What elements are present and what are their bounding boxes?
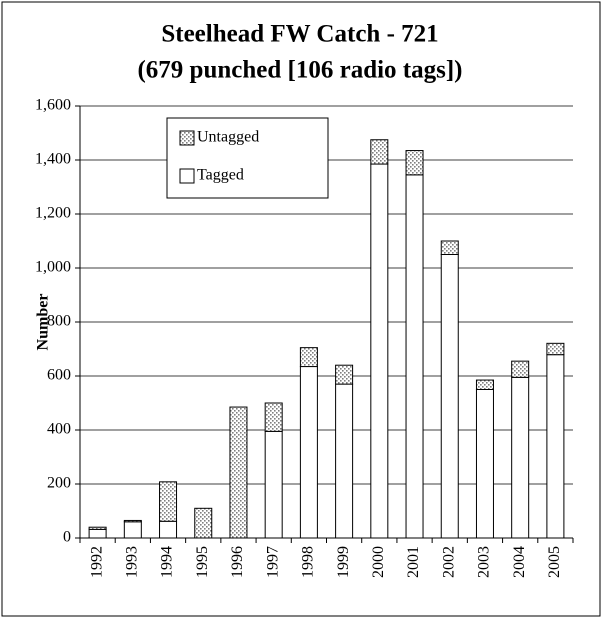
bar-segment <box>370 139 389 165</box>
y-axis-label: Number <box>35 294 52 351</box>
x-tick-label: 2003 <box>476 546 493 578</box>
bar-segment <box>475 389 494 539</box>
bar-segment <box>123 521 142 539</box>
legend-label: Tagged <box>197 167 244 184</box>
y-tick-label: 600 <box>47 367 71 384</box>
x-tick-label: 1993 <box>123 546 140 578</box>
bar-segment <box>88 526 107 530</box>
y-tick-label: 1,600 <box>35 97 71 114</box>
bar-segment <box>405 174 424 539</box>
legend-swatch <box>179 168 195 184</box>
y-tick-label: 1,200 <box>35 205 71 222</box>
bar-segment <box>264 430 283 539</box>
chart-subtitle: (679 punched [106 radio tags]) <box>137 57 462 84</box>
bar-segment <box>335 383 354 539</box>
y-tick-label: 1,400 <box>35 151 71 168</box>
bar-segment <box>546 354 565 539</box>
y-tick-label: 400 <box>47 421 71 438</box>
x-tick-label: 1998 <box>300 546 317 578</box>
x-tick-label: 2001 <box>405 546 422 578</box>
bar-segment <box>299 366 318 539</box>
bar-segment <box>264 402 283 432</box>
x-tick-label: 1992 <box>88 546 105 578</box>
bar-segment <box>194 507 213 539</box>
y-tick-label: 0 <box>63 529 71 546</box>
bar-segment <box>229 406 248 539</box>
legend-swatch <box>179 130 195 146</box>
x-tick-label: 1999 <box>335 546 352 578</box>
x-tick-label: 1996 <box>229 546 246 578</box>
x-tick-label: 2002 <box>440 546 457 578</box>
bar-segment <box>159 481 178 522</box>
bar-segment <box>299 347 318 368</box>
x-tick-label: 1995 <box>194 546 211 578</box>
x-tick-label: 1994 <box>159 546 176 578</box>
x-tick-label: 2004 <box>511 546 528 578</box>
bar-segment <box>475 379 494 390</box>
bar-segment <box>405 150 424 176</box>
bar-segment <box>546 342 565 356</box>
y-tick-label: 800 <box>47 313 71 330</box>
x-tick-label: 2005 <box>546 546 563 578</box>
bar-segment <box>159 520 178 539</box>
bar-segment <box>511 360 530 378</box>
bar-segment <box>511 376 530 539</box>
y-tick-label: 200 <box>47 475 71 492</box>
bar-segment <box>335 364 354 385</box>
x-tick-label: 2000 <box>370 546 387 578</box>
x-tick-label: 1997 <box>264 546 281 578</box>
bar-segment <box>370 163 389 539</box>
bar-segment <box>88 528 107 539</box>
bar-segment <box>440 254 459 539</box>
legend-label: Untagged <box>197 129 259 146</box>
y-tick-label: 1,000 <box>35 259 71 276</box>
bar-segment <box>123 519 142 523</box>
chart-title: Steelhead FW Catch - 721 <box>161 21 438 48</box>
bar-segment <box>440 240 459 255</box>
